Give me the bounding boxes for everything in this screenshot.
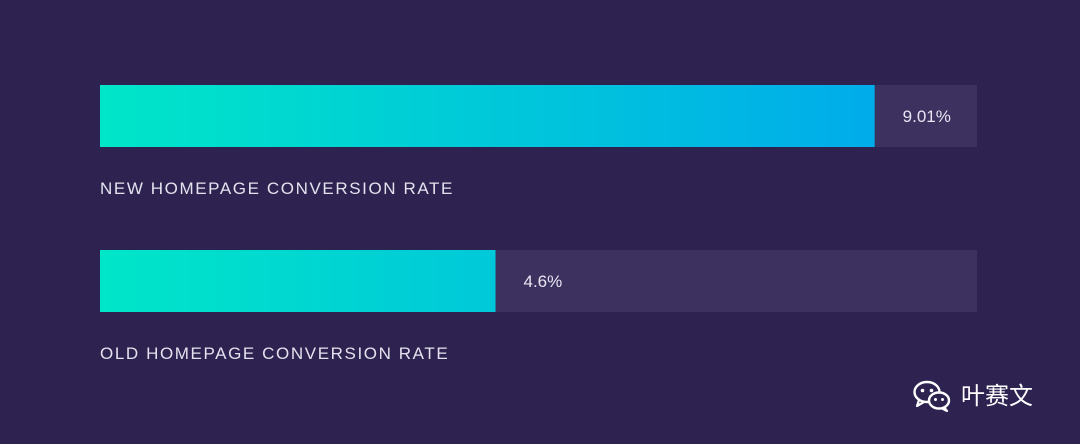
category-label-1: NEW HOMEPAGE CONVERSION RATE [100,179,454,198]
watermark-text: 叶赛文 [961,382,1033,410]
bar-1 [100,85,875,147]
wechat-icon [913,380,951,412]
watermark: 叶赛文 [913,377,1033,415]
value-label-1: 9.01% [903,107,951,126]
bar-2 [100,250,496,312]
value-label-2: 4.6% [524,272,563,291]
category-label-2: OLD HOMEPAGE CONVERSION RATE [100,344,449,363]
